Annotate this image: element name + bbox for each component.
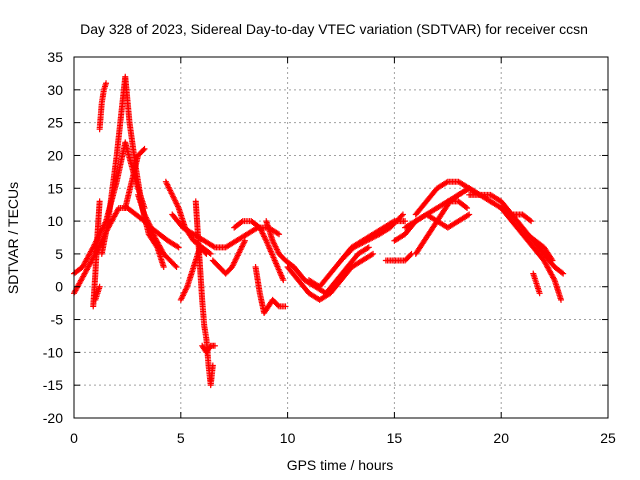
data-point-marker xyxy=(462,204,469,211)
data-point-marker xyxy=(466,211,473,218)
series-t31 xyxy=(530,270,543,297)
y-tick-label: 20 xyxy=(47,147,63,163)
data-point-marker xyxy=(103,80,110,87)
series-t29 xyxy=(498,204,535,225)
x-tick-label: 10 xyxy=(280,430,296,446)
data-point-marker xyxy=(280,277,287,284)
data-point-marker xyxy=(211,342,218,349)
series-t7 xyxy=(122,145,148,211)
y-tick-label: -20 xyxy=(43,410,63,426)
grid-lines xyxy=(74,57,608,418)
data-point-marker xyxy=(548,256,555,263)
y-tick-label: 35 xyxy=(47,49,63,65)
data-point-marker xyxy=(558,296,565,303)
y-tick-label: 30 xyxy=(47,82,63,98)
x-tick-label: 15 xyxy=(387,430,403,446)
data-point-marker xyxy=(464,212,471,219)
data-point-marker xyxy=(140,146,147,153)
data-point-marker xyxy=(399,211,406,218)
data-point-marker xyxy=(558,269,565,276)
data-point-marker xyxy=(96,283,103,290)
y-tick-labels: -20 -15 -10 -5 0 5 10 15 20 25 30 35 xyxy=(43,49,63,426)
data-point-marker xyxy=(536,290,543,297)
data-point-marker xyxy=(172,262,179,269)
series-t18 xyxy=(284,250,377,303)
data-point-marker xyxy=(398,212,405,219)
series-t13 xyxy=(199,342,218,356)
data-marks xyxy=(71,73,567,389)
data-point-marker xyxy=(202,249,209,256)
series-t25 xyxy=(412,178,483,218)
y-tick-label: 15 xyxy=(47,180,63,196)
data-point-marker xyxy=(160,264,167,271)
data-point-marker xyxy=(549,257,556,264)
data-point-marker xyxy=(464,204,471,211)
series-t14 xyxy=(209,237,248,277)
series-t3 xyxy=(90,198,103,310)
series-t8 xyxy=(135,191,182,251)
data-point-marker xyxy=(528,218,535,225)
y-tick-label: 5 xyxy=(55,246,63,262)
data-point-marker xyxy=(173,264,180,271)
series-t10 xyxy=(169,211,283,251)
data-point-marker xyxy=(282,303,289,310)
series-t26 xyxy=(444,198,471,211)
x-tick-labels: 0 5 10 15 20 25 xyxy=(70,430,616,446)
series-t15 xyxy=(231,218,287,284)
data-point-marker xyxy=(507,210,514,217)
y-tick-label: -10 xyxy=(43,344,63,360)
data-point-marker xyxy=(274,230,281,237)
chart-title: Day 328 of 2023, Sidereal Day-to-day VTE… xyxy=(80,21,588,37)
data-point-marker xyxy=(175,244,182,251)
data-point-marker xyxy=(274,302,281,309)
series-t5 xyxy=(96,80,110,133)
data-point-marker xyxy=(174,243,181,250)
data-point-marker xyxy=(364,245,371,252)
x-tick-label: 25 xyxy=(600,430,616,446)
series-t16 xyxy=(252,264,289,316)
axis-ticks xyxy=(73,56,609,419)
data-point-marker xyxy=(209,362,216,369)
series-t20 xyxy=(338,211,406,264)
data-point-marker xyxy=(368,251,375,258)
x-axis-label: GPS time / hours xyxy=(287,457,394,473)
y-tick-label: 25 xyxy=(47,115,63,131)
y-tick-label: 10 xyxy=(47,213,63,229)
data-point-marker xyxy=(238,219,245,226)
series-t23 xyxy=(402,211,473,231)
x-tick-label: 5 xyxy=(177,430,185,446)
y-tick-label: 0 xyxy=(55,279,63,295)
y-tick-label: -5 xyxy=(51,312,64,328)
series-t30 xyxy=(523,231,556,264)
data-point-marker xyxy=(526,217,533,224)
data-point-marker xyxy=(365,244,372,251)
x-tick-label: 0 xyxy=(70,430,78,446)
data-point-marker xyxy=(203,250,210,257)
data-point-marker xyxy=(370,250,377,257)
data-point-marker xyxy=(96,198,103,205)
data-point-marker xyxy=(241,237,248,244)
data-point-marker xyxy=(402,218,409,225)
y-tick-label: -15 xyxy=(43,377,63,393)
data-point-marker xyxy=(210,243,217,250)
plot-frame xyxy=(73,56,609,419)
series-t4 xyxy=(92,283,103,303)
series-t21 xyxy=(382,250,415,264)
y-axis-label: SDTVAR / TECUs xyxy=(5,182,21,294)
x-tick-label: 20 xyxy=(493,430,509,446)
data-point-marker xyxy=(276,231,283,238)
data-point-marker xyxy=(153,243,160,250)
data-point-marker xyxy=(560,270,567,277)
data-point-marker xyxy=(443,179,450,186)
data-point-marker xyxy=(141,145,148,152)
data-point-marker xyxy=(407,252,414,259)
